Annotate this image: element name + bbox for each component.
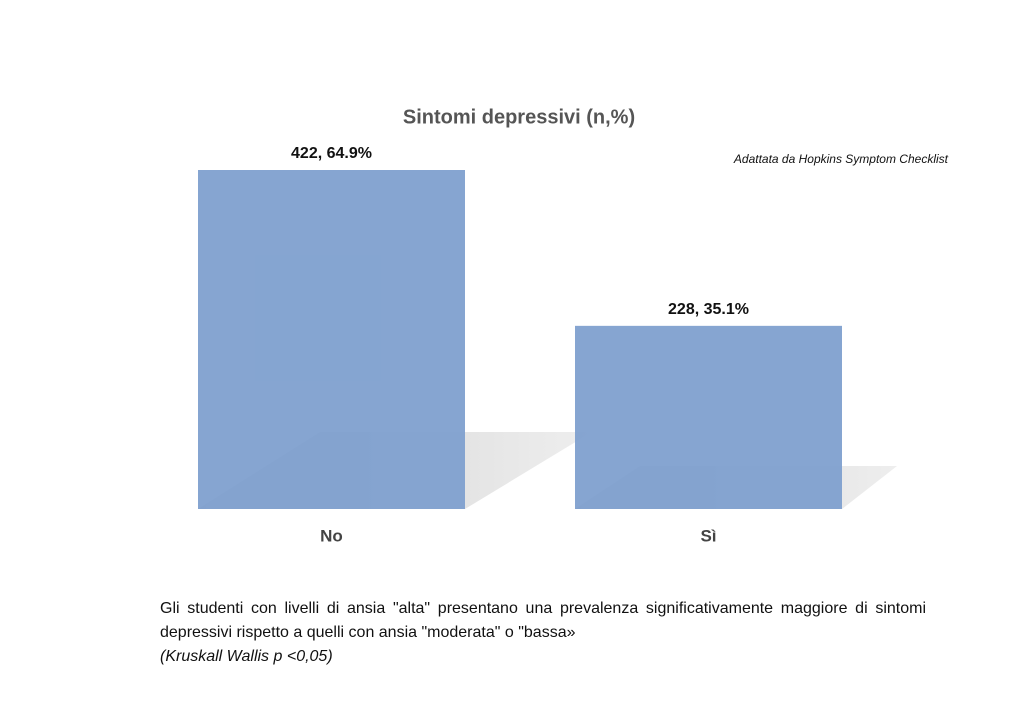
bar	[575, 325, 842, 509]
x-tick-label: Sì	[700, 526, 716, 545]
x-tick-label: No	[320, 526, 343, 545]
bar	[198, 170, 465, 509]
data-label: 228, 35.1%	[668, 301, 749, 318]
annotation: Adattata da Hopkins Symptom Checklist	[733, 152, 949, 166]
chart-title: Sintomi depressivi (n,%)	[403, 106, 635, 128]
note: (Kruskall Wallis p <0,05)	[160, 648, 333, 665]
caption: Gli studenti con livelli di ansia "alta"…	[160, 600, 926, 641]
data-label: 422, 64.9%	[291, 145, 372, 162]
